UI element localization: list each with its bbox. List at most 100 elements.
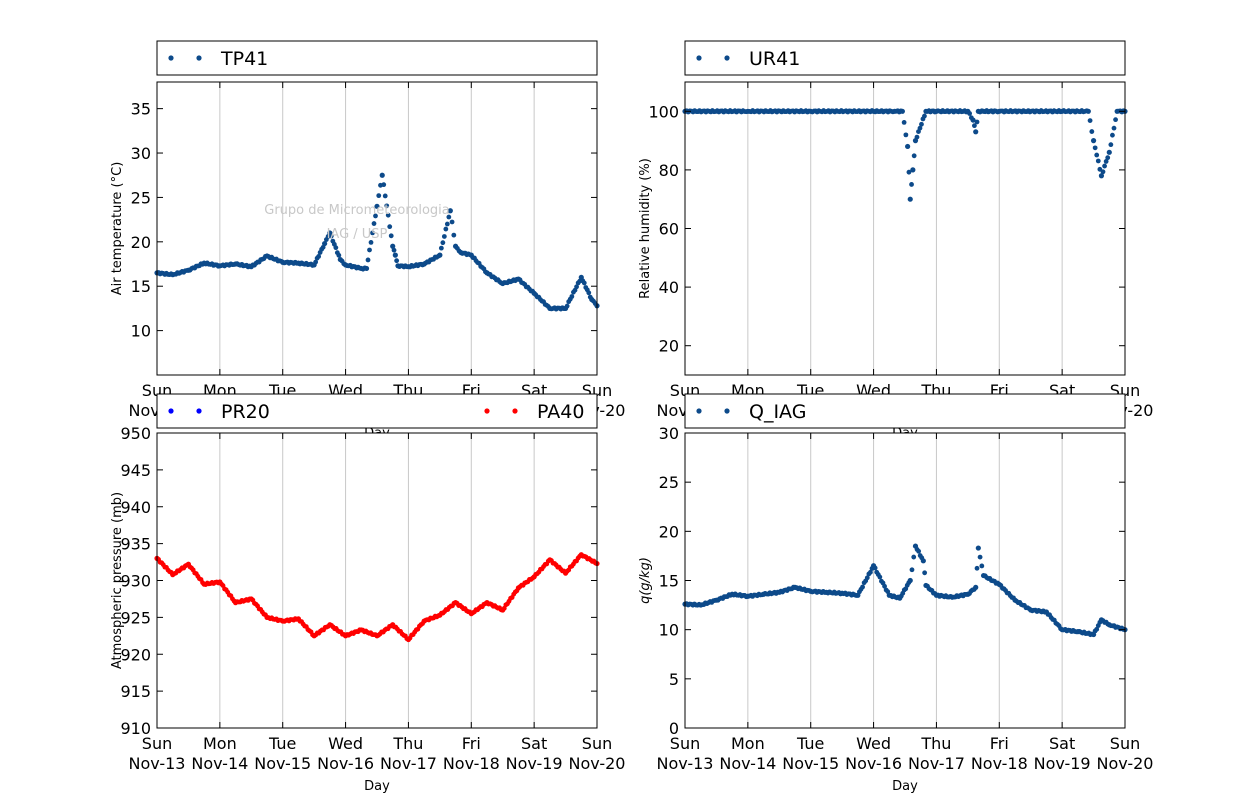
data-point <box>975 545 981 551</box>
x-tick-label: Sun <box>582 734 612 753</box>
y-tick-label: 0 <box>669 719 679 738</box>
data-point <box>899 108 905 114</box>
y-tick-label: 20 <box>131 233 151 252</box>
data-point <box>919 121 924 127</box>
data-point <box>920 558 926 564</box>
data-point <box>1103 159 1109 164</box>
x-tick-label: Sun <box>142 734 172 753</box>
x-tick-label: Nov-18 <box>971 754 1028 773</box>
data-point <box>907 196 913 202</box>
x-tick-label: Nov-15 <box>254 754 311 773</box>
data-point <box>1085 108 1091 114</box>
chart-panel-2: 20406080100SunNov-13MonNov-14TueNov-15We… <box>638 40 1153 441</box>
data-point <box>909 567 915 573</box>
data-point <box>860 584 865 590</box>
data-point <box>914 134 920 140</box>
x-tick-label: Sun <box>670 734 700 753</box>
data-point <box>441 234 447 239</box>
y-tick-label: 950 <box>120 424 151 443</box>
x-tick-label: Mon <box>731 734 765 753</box>
data-point <box>1106 149 1112 155</box>
legend-marker <box>196 55 202 61</box>
data-point <box>910 167 916 173</box>
data-point <box>581 280 587 286</box>
y-tick-label: 35 <box>131 100 151 119</box>
data-point <box>877 574 883 580</box>
data-point <box>444 221 450 227</box>
data-point <box>365 257 371 263</box>
chart-panel-4: 051015202530SunNov-13MonNov-14TueNov-15W… <box>638 393 1153 794</box>
data-point <box>972 123 977 129</box>
y-tick-label: 30 <box>131 144 151 163</box>
legend-label: Q_IAG <box>749 401 806 423</box>
legend: TP41 <box>156 40 598 76</box>
data-point <box>1100 169 1106 175</box>
data-point <box>974 565 980 571</box>
y-tick-label: 940 <box>120 498 151 517</box>
data-point <box>1094 152 1100 158</box>
data-point <box>388 233 394 239</box>
data-point <box>391 247 397 253</box>
data-point <box>907 577 913 584</box>
x-tick-label: Nov-19 <box>1034 754 1091 773</box>
data-point <box>449 219 455 225</box>
y-tick-label: 920 <box>120 645 151 664</box>
y-tick-label: 30 <box>659 424 679 443</box>
data-point <box>967 111 973 116</box>
plot-area <box>685 82 1125 375</box>
series-pa40 <box>154 552 600 643</box>
y-tick-label: 930 <box>120 572 151 591</box>
series-tp41 <box>154 172 600 312</box>
legend-frame <box>684 40 1126 76</box>
x-tick-label: Nov-13 <box>129 754 186 773</box>
x-tick-label: Mon <box>203 734 237 753</box>
x-tick-label: Sun <box>1110 734 1140 753</box>
data-point <box>336 252 342 258</box>
y-tick-label: 100 <box>648 102 679 121</box>
y-tick-label: 910 <box>120 719 151 738</box>
y-tick-label: 25 <box>131 188 151 207</box>
legend-marker <box>724 55 730 61</box>
data-point <box>977 554 983 560</box>
data-point <box>390 243 396 249</box>
y-tick-label: 945 <box>120 461 151 480</box>
legend-label: PA40 <box>537 401 584 423</box>
legend-marker <box>696 408 702 414</box>
data-point <box>903 132 909 138</box>
data-point <box>911 554 917 560</box>
legend-marker <box>696 55 702 61</box>
data-point <box>922 113 927 119</box>
legend-label: PR20 <box>221 401 270 423</box>
y-tick-label: 25 <box>659 473 679 492</box>
data-point <box>979 563 985 569</box>
legend-label: UR41 <box>749 48 800 70</box>
data-point <box>322 240 328 247</box>
y-tick-label: 60 <box>659 220 679 239</box>
y-axis-label: Relative humidity (%) <box>638 158 653 299</box>
data-point <box>911 153 917 159</box>
data-point <box>370 230 375 236</box>
x-tick-label: Nov-16 <box>845 754 902 773</box>
data-point <box>316 254 322 259</box>
data-point <box>438 245 444 251</box>
legend: Q_IAG <box>684 393 1126 429</box>
y-tick-label: 10 <box>131 322 151 341</box>
legend-marker <box>512 408 518 414</box>
x-tick-label: Wed <box>328 734 363 753</box>
legend: UR41 <box>684 40 1126 76</box>
data-point <box>385 212 391 218</box>
data-point <box>1089 129 1095 134</box>
y-tick-label: 40 <box>659 278 679 297</box>
x-tick-label: Nov-16 <box>317 754 374 773</box>
data-point <box>1092 145 1098 151</box>
data-point <box>586 290 592 296</box>
x-tick-label: Tue <box>268 734 296 753</box>
y-tick-label: 15 <box>659 572 679 591</box>
data-point <box>1110 132 1115 138</box>
x-tick-label: Tue <box>796 734 824 753</box>
x-tick-label: Nov-20 <box>569 754 626 773</box>
data-point <box>447 208 453 214</box>
x-tick-label: Nov-15 <box>782 754 839 773</box>
watermark: IAG / USP <box>327 227 388 242</box>
